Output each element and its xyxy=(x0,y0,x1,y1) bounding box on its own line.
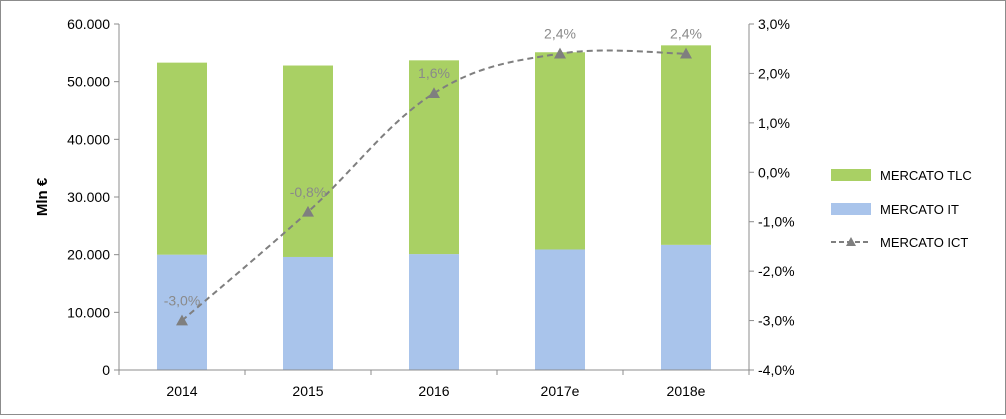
bar-tlc-2015 xyxy=(283,65,333,257)
bar-it-2017e xyxy=(535,249,585,370)
axes-layer: 0 10.000 20.000 30.000 40.000 50.000 60.000 -4,… xyxy=(67,16,794,399)
y-tick-label-right: -2,0% xyxy=(758,263,795,279)
bar-it-2015 xyxy=(283,256,333,370)
y-tick-label-left: 40.000 xyxy=(67,131,110,147)
y-tick-label-left: 60.000 xyxy=(67,16,110,32)
y-tick-label-left: 20.000 xyxy=(67,247,110,263)
bar-tlc-2018e xyxy=(661,45,711,245)
legend-label-mercato-tlc: MERCATO TLC xyxy=(880,168,972,183)
bar-tlc-2014 xyxy=(157,62,207,255)
y-tick-label-right: -1,0% xyxy=(758,214,795,230)
ict-marker-2018e xyxy=(680,47,692,59)
x-tick-label-2017e: 2017e xyxy=(541,383,580,399)
bars-layer xyxy=(157,45,711,370)
x-tick-label-2018e: 2018e xyxy=(667,383,706,399)
ict-marker-2017e xyxy=(554,47,566,59)
bar-it-2014 xyxy=(157,254,207,370)
y-tick-label-left: 10.000 xyxy=(67,304,110,320)
y-tick-label-left: 50.000 xyxy=(67,74,110,90)
x-tick-label-2016: 2016 xyxy=(418,383,449,399)
bar-it-2016 xyxy=(409,254,459,370)
labels-layer: -3,0% -0,8% 1,6% 2,4% 2,4% xyxy=(164,26,702,309)
y-tick-label-right: 0,0% xyxy=(758,164,790,180)
y-tick-label-right: 3,0% xyxy=(758,16,790,32)
ict-data-label-2018e: 2,4% xyxy=(670,26,702,42)
y-tick-label-right: 1,0% xyxy=(758,115,790,131)
x-tick-label-2014: 2014 xyxy=(166,383,197,399)
bar-tlc-2017e xyxy=(535,52,585,250)
bar-it-2018e xyxy=(661,244,711,370)
y-tick-label-left: 30.000 xyxy=(67,189,110,205)
ict-data-label-2017e: 2,4% xyxy=(544,26,576,42)
legend-label-mercato-it: MERCATO IT xyxy=(880,202,959,217)
ict-marker-2015 xyxy=(302,205,314,217)
ict-data-label-2014: -3,0% xyxy=(164,293,201,309)
y-axis-label: Mln € xyxy=(34,177,51,216)
y-tick-label-right: 2,0% xyxy=(758,65,790,81)
line-layer xyxy=(176,47,692,326)
y-tick-label-right: -4,0% xyxy=(758,362,795,378)
ict-marker-2014 xyxy=(176,314,188,326)
ict-data-label-2016: 1,6% xyxy=(418,65,450,81)
ict-marker-2016 xyxy=(428,87,440,98)
legend: MERCATO TLC MERCATO IT MERCATO ICT xyxy=(831,168,972,250)
legend-label-mercato-ict: MERCATO ICT xyxy=(880,235,968,250)
legend-swatch-mercato-it xyxy=(831,203,871,215)
legend-swatch-mercato-tlc xyxy=(831,169,871,181)
ict-data-label-2015: -0,8% xyxy=(290,184,327,200)
y-tick-label-right: -3,0% xyxy=(758,313,795,329)
y-tick-label-left: 0 xyxy=(102,362,110,378)
x-tick-label-2015: 2015 xyxy=(292,383,323,399)
legend-marker-mercato-ict xyxy=(846,237,856,246)
